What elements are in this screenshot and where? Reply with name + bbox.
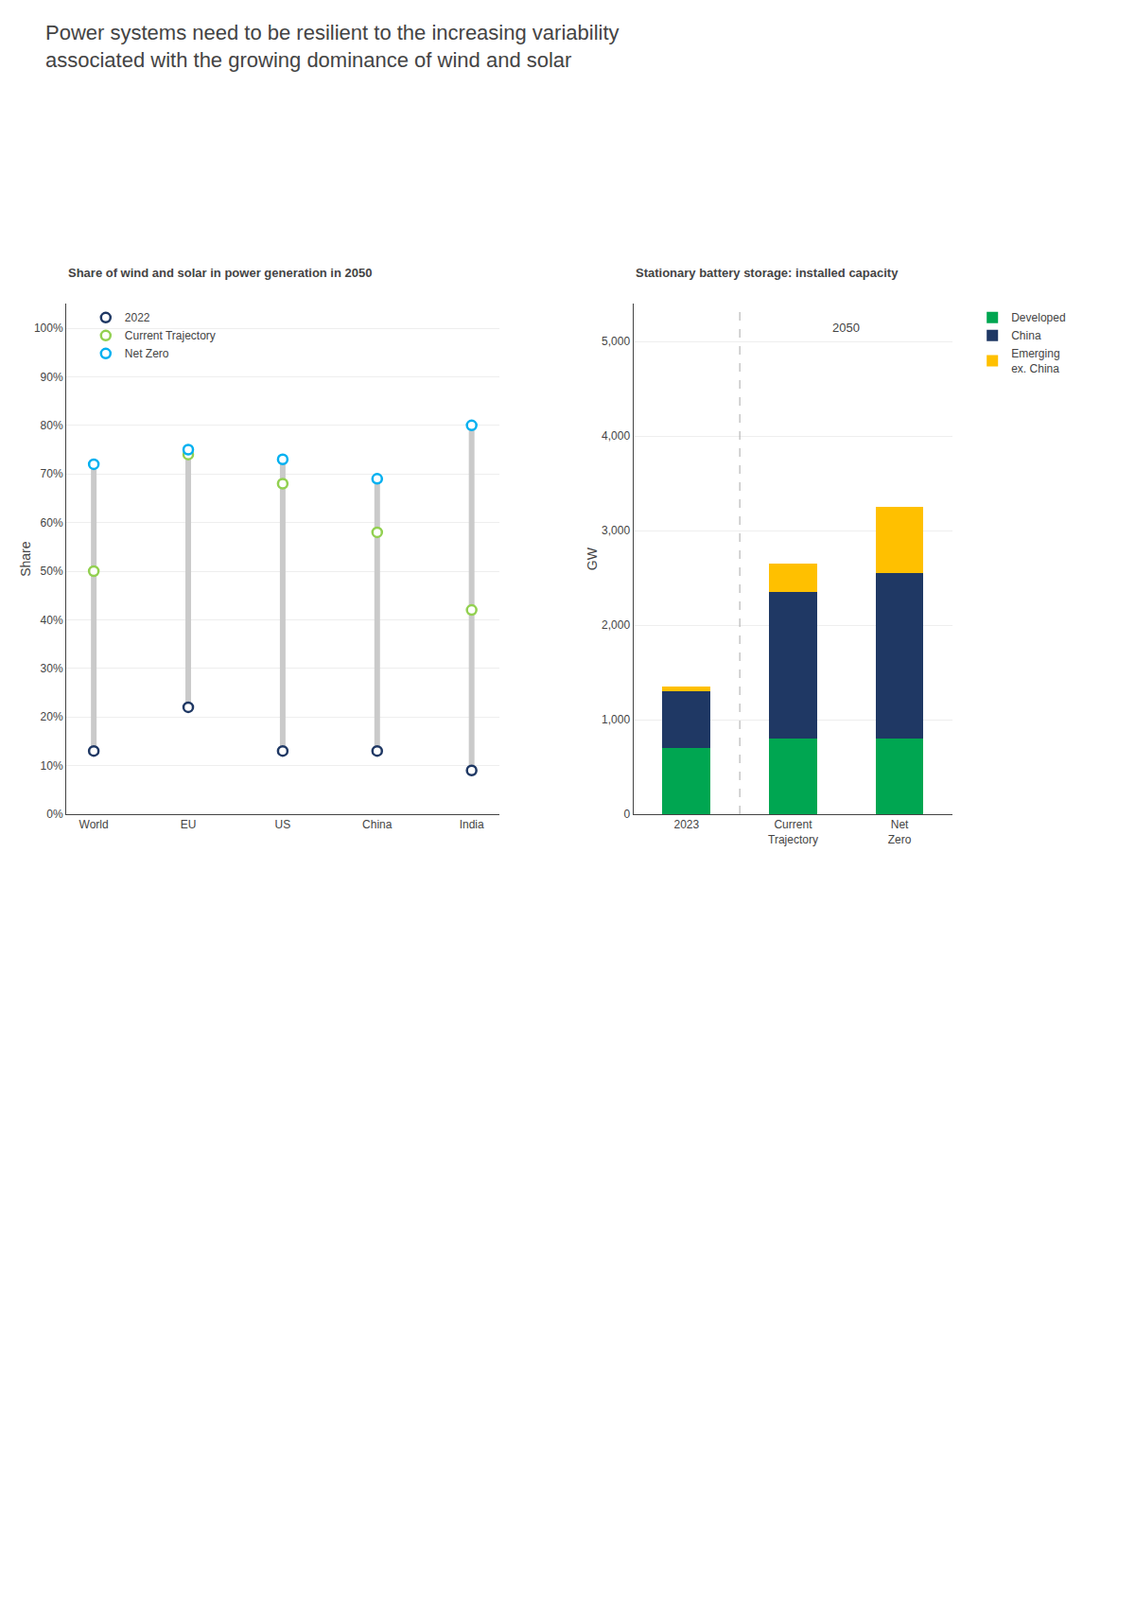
- svg-text:70%: 70%: [40, 467, 64, 481]
- svg-text:4,000: 4,000: [601, 429, 630, 443]
- svg-text:Share of wind and solar in pow: Share of wind and solar in power generat…: [68, 265, 372, 280]
- svg-text:Net Zero: Net Zero: [124, 347, 170, 361]
- svg-text:World: World: [79, 818, 109, 832]
- svg-text:5,000: 5,000: [601, 334, 630, 349]
- svg-text:India: India: [459, 818, 485, 832]
- svg-text:90%: 90%: [40, 370, 64, 385]
- svg-text:EU: EU: [180, 818, 197, 832]
- svg-text:Stationary battery storage: in: Stationary battery storage: installed ca…: [635, 265, 899, 280]
- svg-text:20%: 20%: [40, 710, 64, 724]
- svg-text:50%: 50%: [40, 564, 64, 578]
- svg-text:60%: 60%: [40, 516, 64, 530]
- svg-text:0: 0: [623, 807, 630, 821]
- svg-text:10%: 10%: [40, 759, 64, 773]
- svg-text:China: China: [362, 818, 393, 832]
- svg-text:30%: 30%: [40, 662, 64, 676]
- svg-text:CurrentTrajectory: CurrentTrajectory: [768, 818, 819, 847]
- svg-text:2,000: 2,000: [601, 618, 630, 632]
- svg-text:Power systems need to be resil: Power systems need to be resilient to th…: [45, 20, 620, 72]
- svg-text:2023: 2023: [673, 818, 699, 832]
- svg-text:Developed: Developed: [1011, 311, 1066, 325]
- svg-text:Current Trajectory: Current Trajectory: [124, 329, 216, 343]
- svg-text:GW: GW: [585, 546, 601, 571]
- svg-text:2050: 2050: [832, 320, 860, 335]
- svg-text:China: China: [1011, 329, 1042, 343]
- svg-text:Emergingex. China: Emergingex. China: [1011, 347, 1060, 376]
- svg-text:Share: Share: [17, 541, 34, 577]
- svg-text:100%: 100%: [34, 321, 64, 335]
- svg-text:US: US: [275, 818, 292, 832]
- svg-text:NetZero: NetZero: [888, 818, 912, 847]
- svg-text:40%: 40%: [40, 613, 64, 628]
- svg-text:0%: 0%: [46, 807, 64, 821]
- svg-text:80%: 80%: [40, 419, 64, 433]
- svg-text:2022: 2022: [124, 311, 151, 325]
- svg-text:3,000: 3,000: [601, 523, 630, 538]
- svg-text:1,000: 1,000: [601, 713, 630, 727]
